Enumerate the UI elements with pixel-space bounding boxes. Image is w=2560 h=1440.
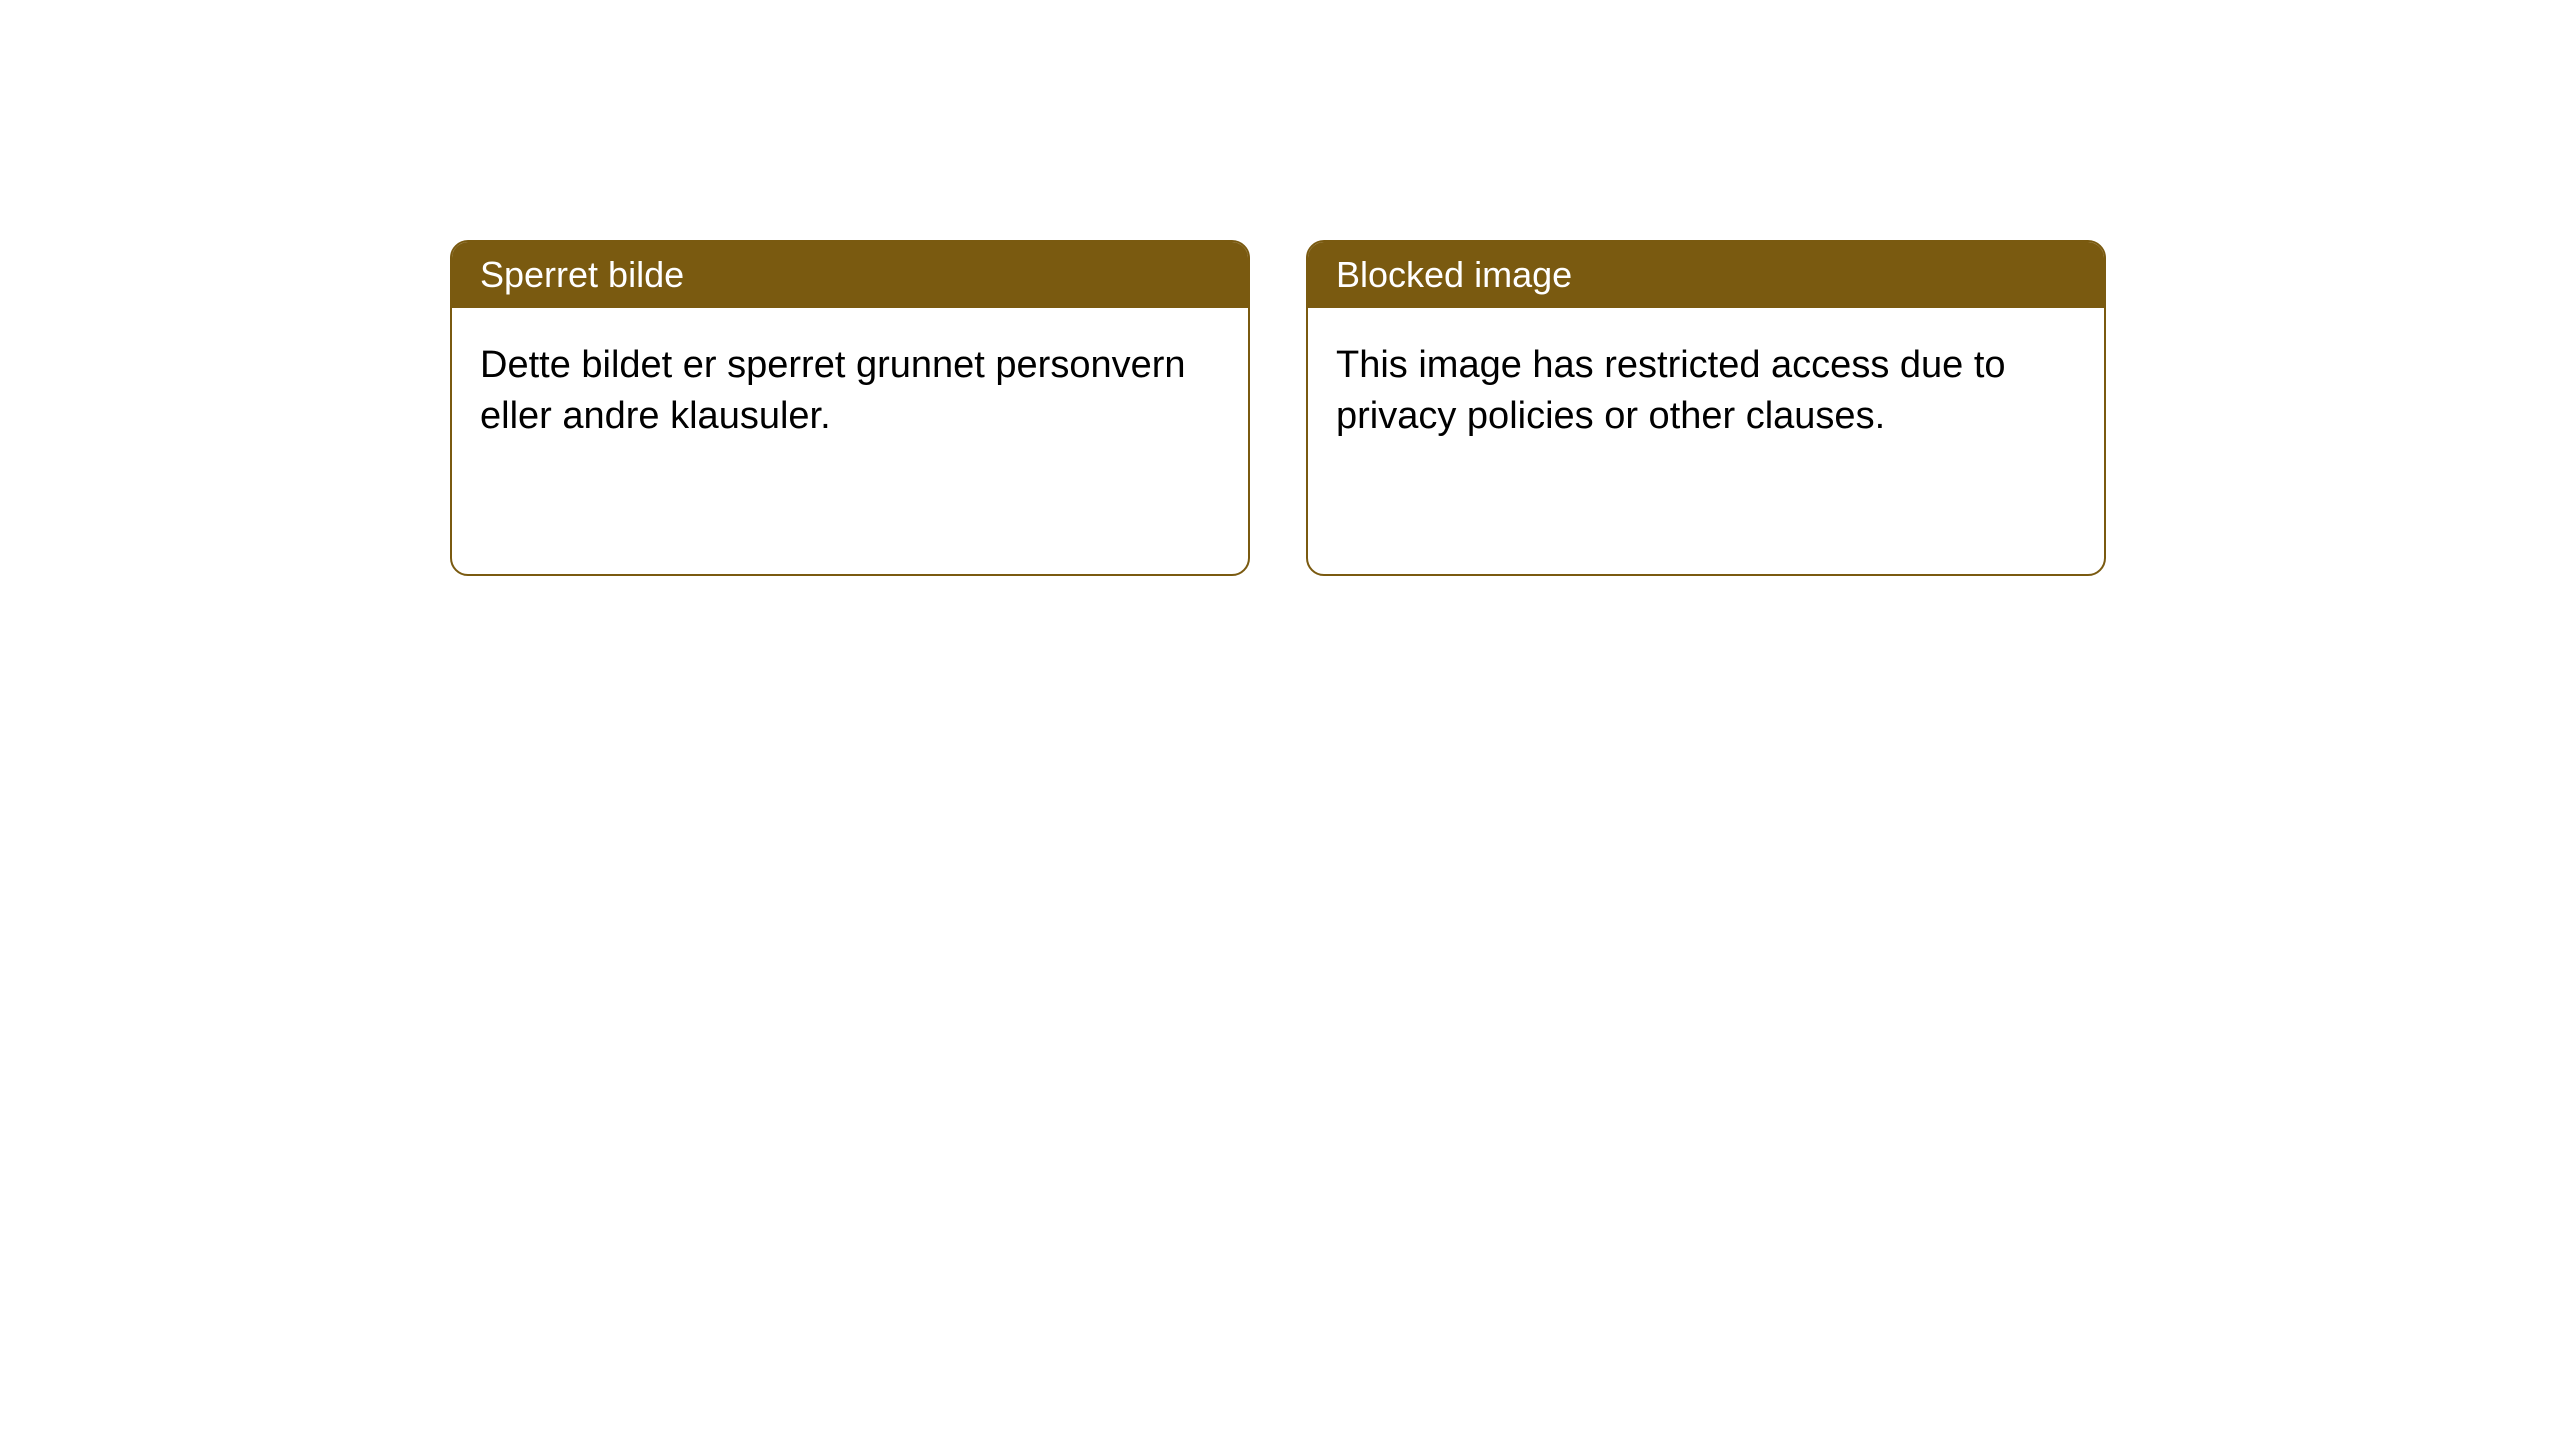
card-text: This image has restricted access due to … [1336, 344, 2006, 437]
card-title: Sperret bilde [480, 254, 684, 295]
card-title: Blocked image [1336, 254, 1572, 295]
card-english: Blocked image This image has restricted … [1306, 240, 2106, 576]
card-row: Sperret bilde Dette bildet er sperret gr… [450, 240, 2106, 576]
card-header: Blocked image [1308, 242, 2104, 308]
card-body: This image has restricted access due to … [1308, 308, 2104, 475]
card-norwegian: Sperret bilde Dette bildet er sperret gr… [450, 240, 1250, 576]
card-header: Sperret bilde [452, 242, 1248, 308]
card-body: Dette bildet er sperret grunnet personve… [452, 308, 1248, 475]
card-text: Dette bildet er sperret grunnet personve… [480, 344, 1186, 437]
